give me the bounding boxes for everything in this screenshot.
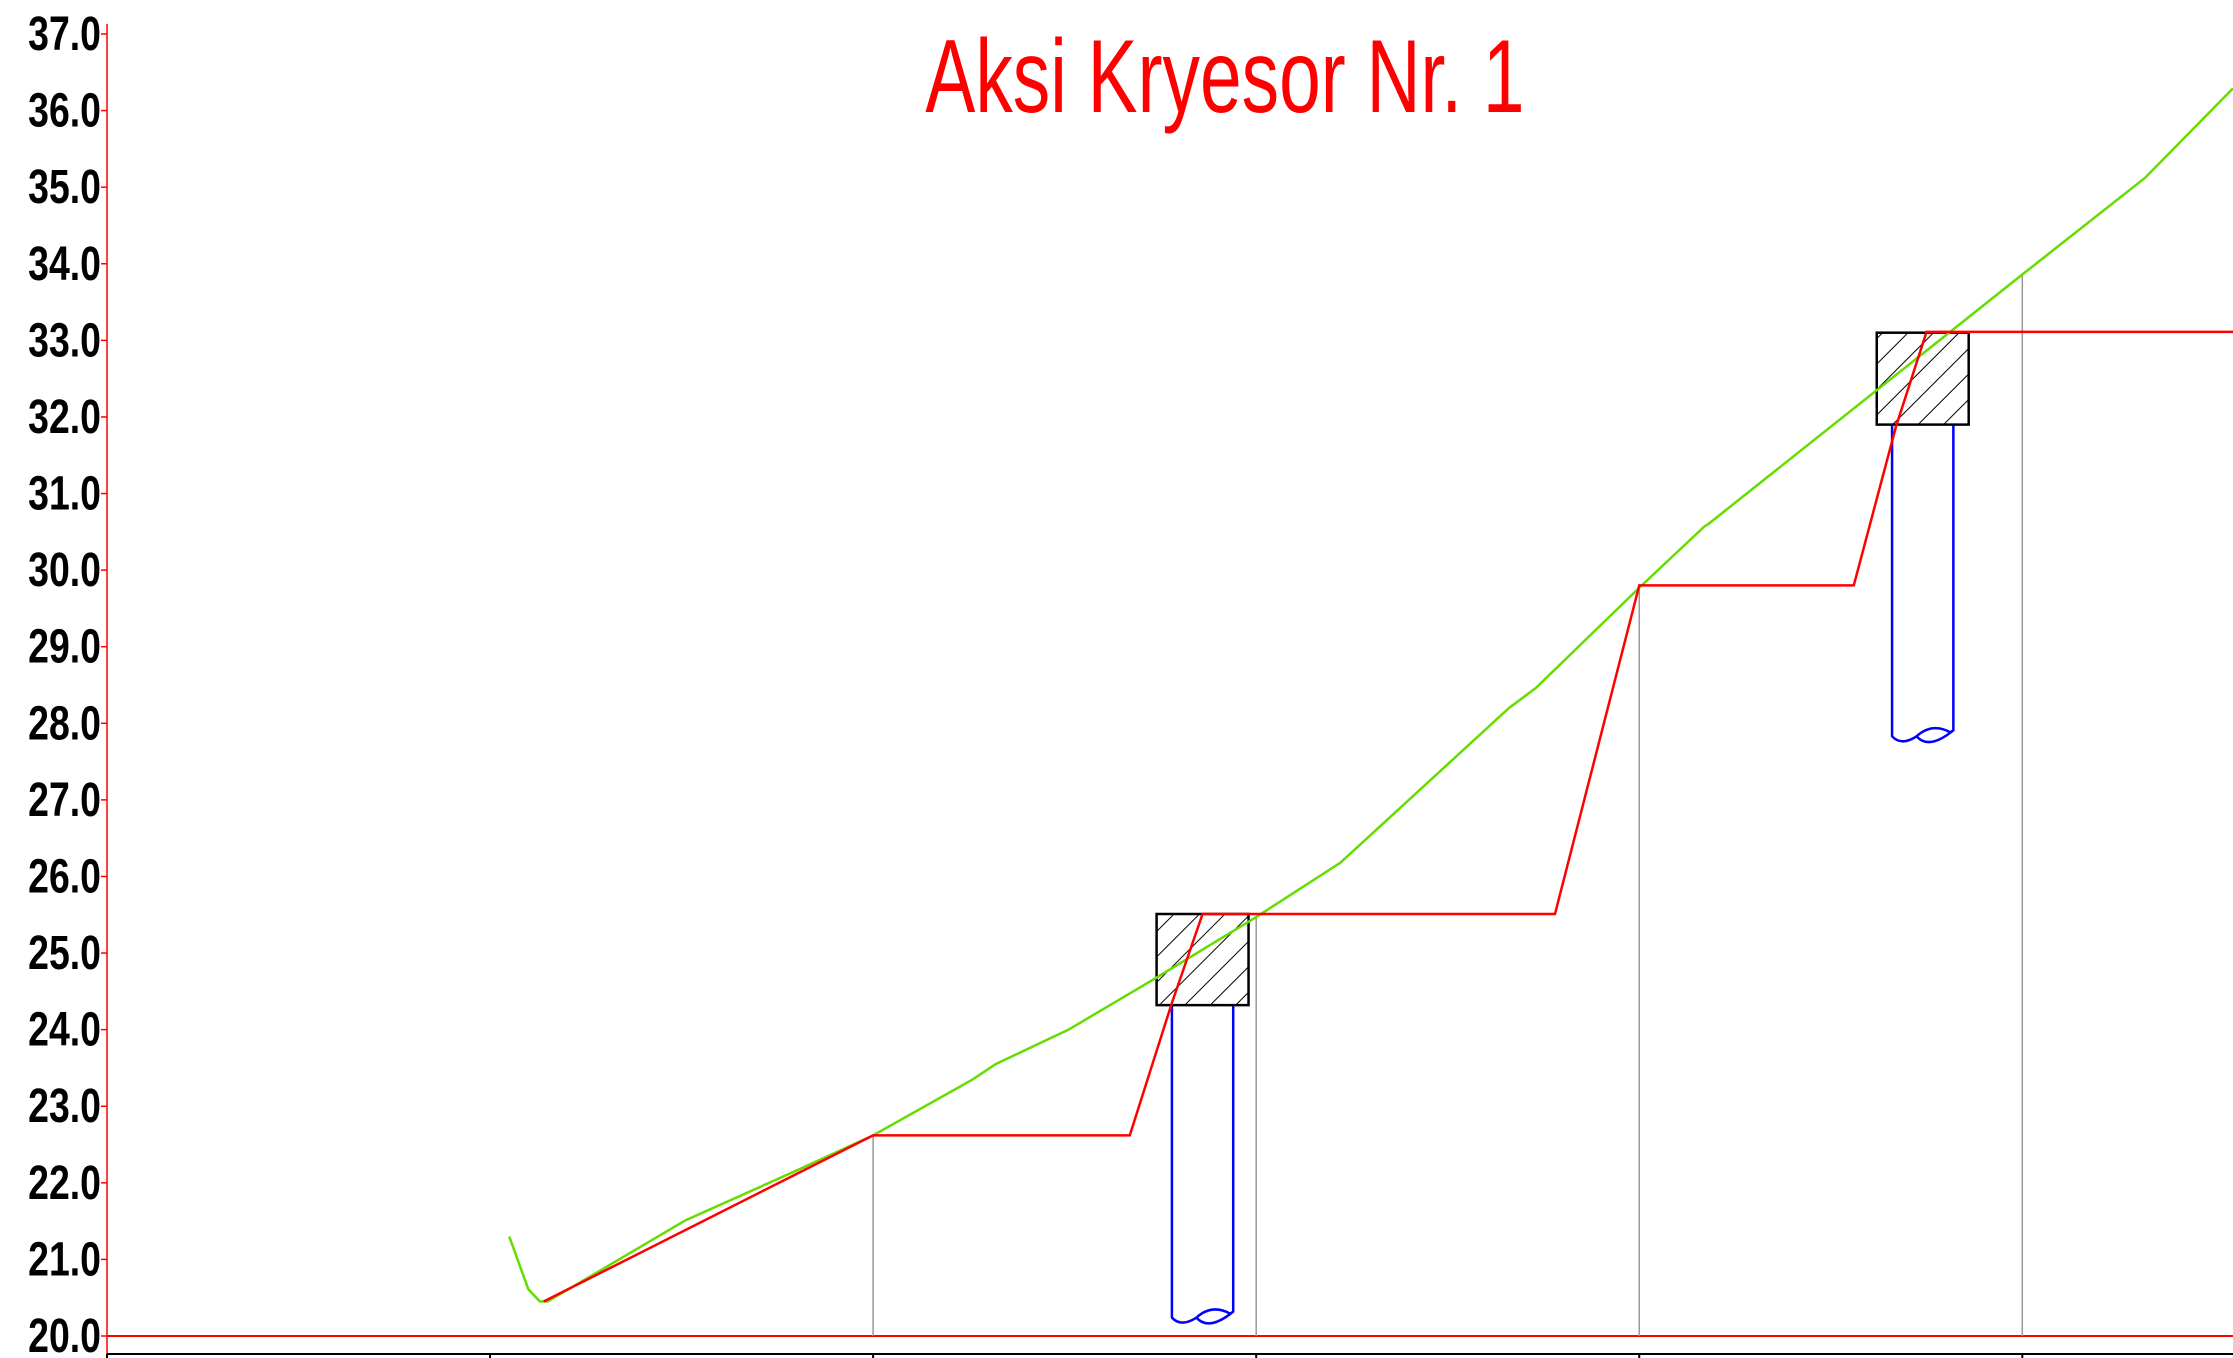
y-tick-group: 25.0: [28, 927, 101, 981]
pile: [1170, 1005, 1235, 1325]
y-tick-group: 26.0: [28, 850, 101, 904]
y-tick-group: 37.0: [28, 8, 101, 62]
y-tick-group: 33.0: [28, 314, 101, 368]
y-tick-label: 20.0: [28, 1310, 101, 1358]
y-tick-group: 36.0: [28, 84, 101, 138]
y-tick-label: 28.0: [28, 697, 101, 751]
y-tick-label: 27.0: [28, 774, 101, 828]
series-line: [508, 87, 2233, 1303]
y-tick-label: 30.0: [28, 544, 101, 598]
y-tick-group: 22.0: [28, 1156, 101, 1210]
y-tick-group: 24.0: [28, 1003, 101, 1057]
y-tick-label: 31.0: [28, 467, 101, 521]
y-tick-label: 32.0: [28, 391, 101, 445]
y-tick-group: 35.0: [28, 161, 101, 215]
y-tick-label: 35.0: [28, 161, 101, 215]
y-tick-label: 25.0: [28, 927, 101, 981]
chart-title: Aksi Kryesor Nr. 1: [925, 19, 1524, 135]
y-tick-group: 34.0: [28, 237, 101, 291]
y-tick-label: 37.0: [28, 8, 101, 62]
pier-cap: [1155, 912, 1250, 1007]
y-tick-label: 36.0: [28, 84, 101, 138]
y-tick-label: 22.0: [28, 1156, 101, 1210]
y-tick-group: 30.0: [28, 544, 101, 598]
pile: [1890, 424, 1955, 744]
y-tick-label: 26.0: [28, 850, 101, 904]
y-tick-group: 20.0: [28, 1310, 101, 1358]
y-tick-group: 31.0: [28, 467, 101, 521]
y-tick-label: 34.0: [28, 237, 101, 291]
y-tick-label: 33.0: [28, 314, 101, 368]
title-group: Aksi Kryesor Nr. 1: [925, 19, 1524, 135]
y-tick-group: 28.0: [28, 697, 101, 751]
y-tick-label: 23.0: [28, 1080, 101, 1134]
y-tick-group: 32.0: [28, 391, 101, 445]
series-line: [543, 330, 2233, 1303]
y-tick-group: 29.0: [28, 620, 101, 674]
y-tick-label: 21.0: [28, 1233, 101, 1287]
y-tick-label: 29.0: [28, 620, 101, 674]
y-tick-label: 24.0: [28, 1003, 101, 1057]
y-tick-group: 21.0: [28, 1233, 101, 1287]
y-tick-group: 27.0: [28, 774, 101, 828]
y-tick-group: 23.0: [28, 1080, 101, 1134]
